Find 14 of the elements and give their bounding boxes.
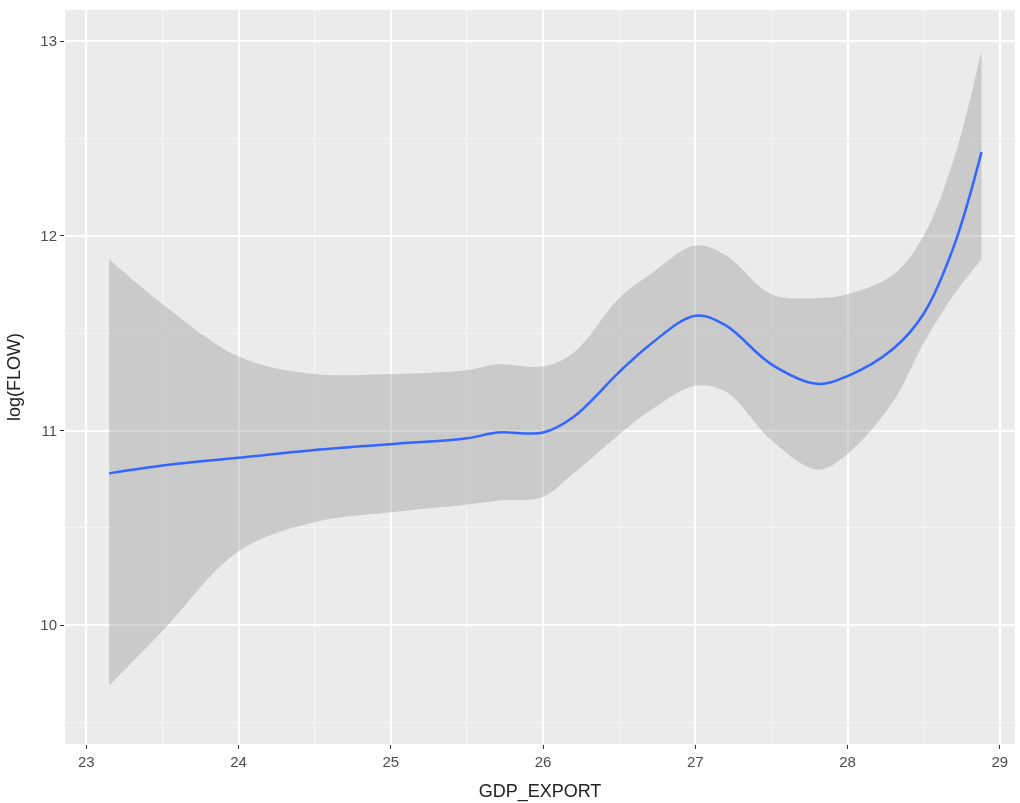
x-tick-label: 24 — [230, 753, 247, 770]
y-tick-label: 13 — [40, 32, 57, 50]
y-tick-label: 10 — [40, 616, 57, 634]
x-tick-label: 27 — [686, 753, 704, 770]
x-tick-label: 26 — [534, 753, 552, 770]
y-tick-label: 12 — [40, 227, 57, 245]
x-tick-label: 28 — [839, 753, 856, 770]
line-series — [107, 150, 983, 475]
y-tick-label: 11 — [41, 421, 57, 439]
x-tick-label: 25 — [382, 753, 400, 770]
x-tick-label: 23 — [77, 753, 95, 770]
x-axis-title: GDP_EXPORT — [478, 781, 602, 803]
y-axis-title: log(FLOW) — [3, 332, 24, 422]
x-tick-label: 29 — [991, 753, 1009, 770]
